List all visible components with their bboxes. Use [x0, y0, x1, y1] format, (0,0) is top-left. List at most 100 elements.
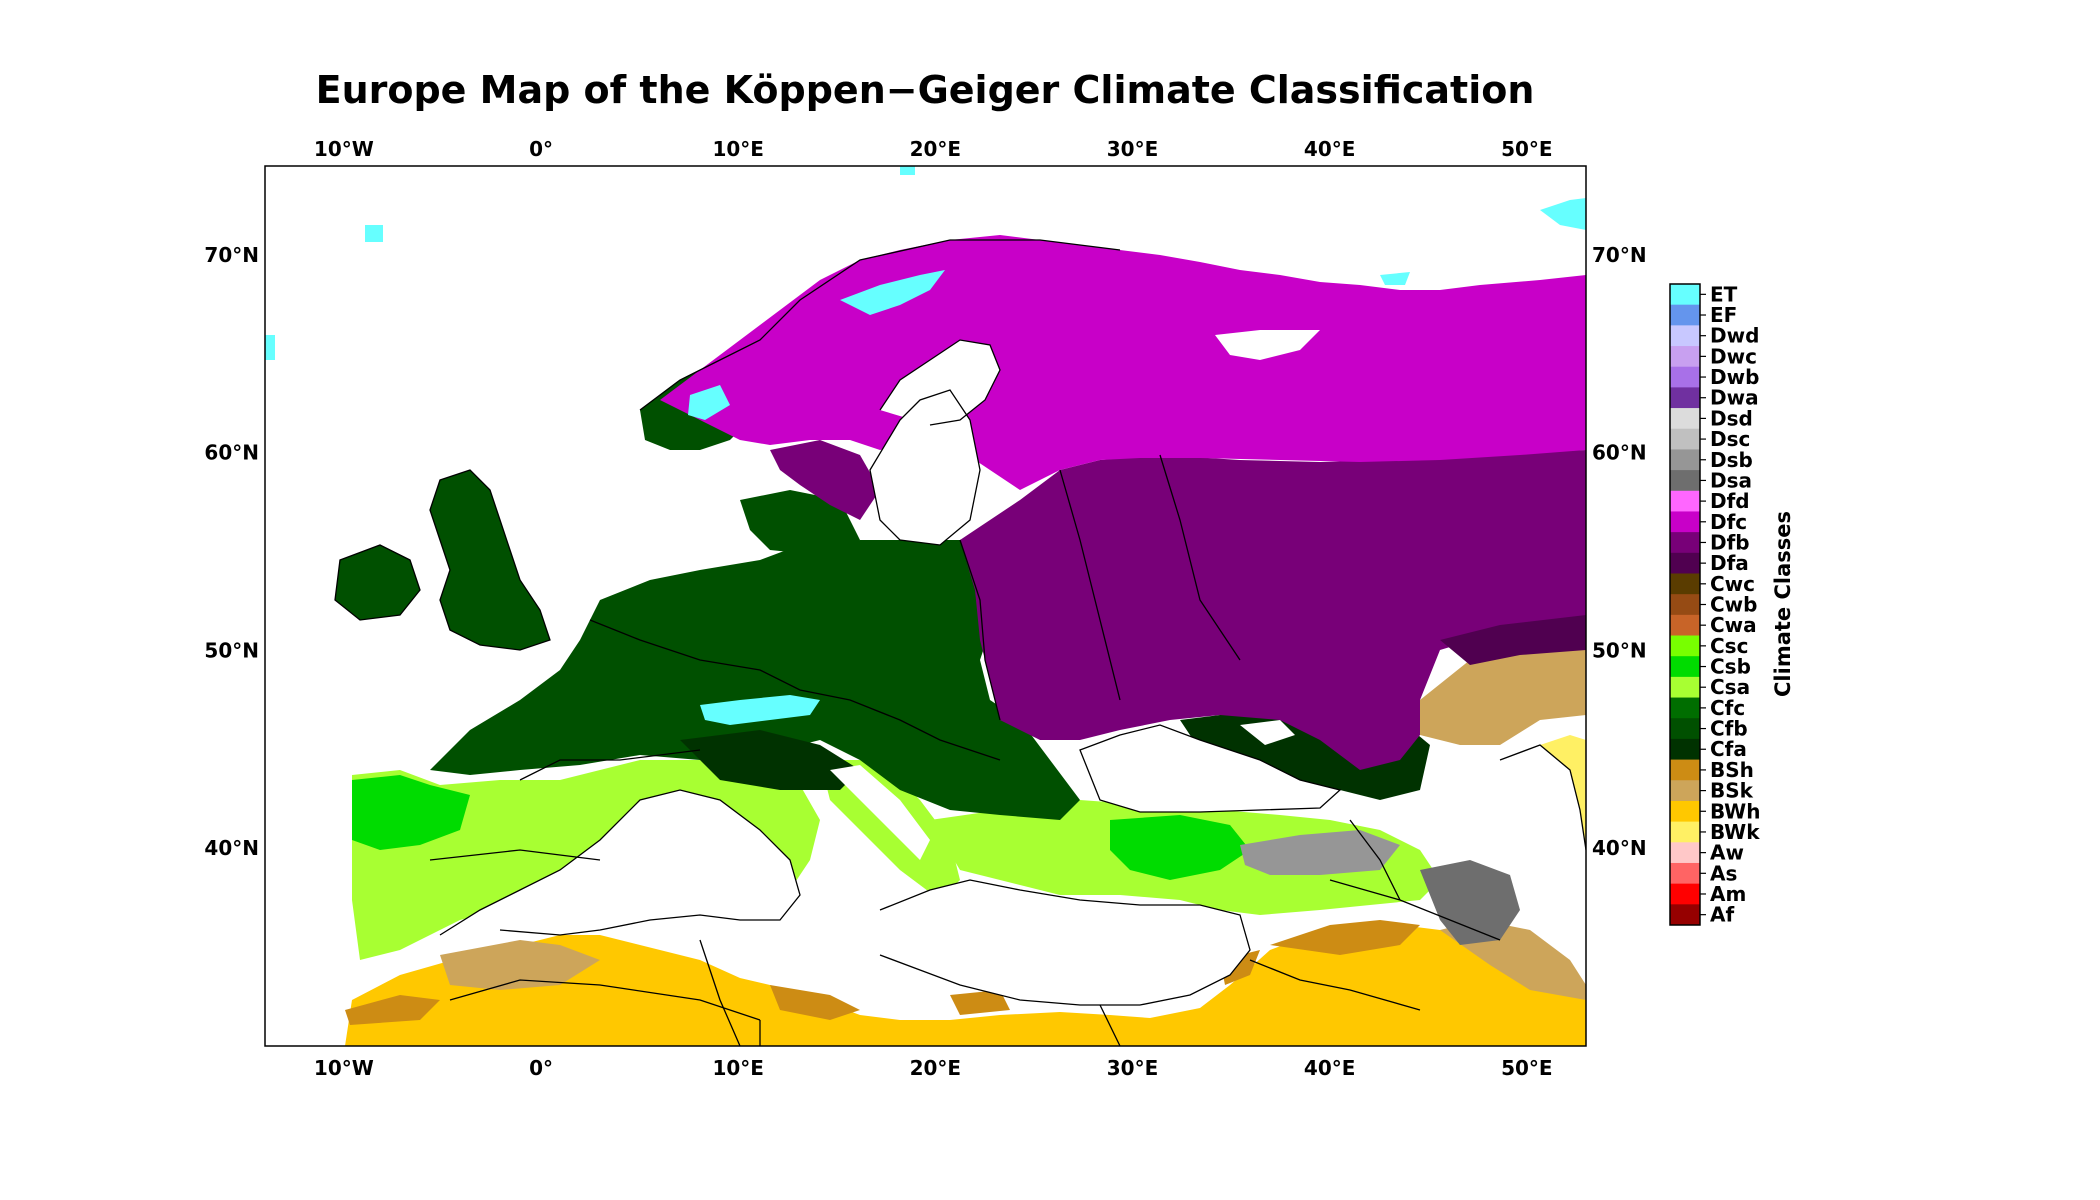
- colorbar-swatch-dwd: [1670, 325, 1700, 347]
- longitude-tick-label: 0°: [529, 1056, 553, 1080]
- colorbar-swatch-csc: [1670, 635, 1700, 657]
- colorbar-label: Dfb: [1710, 530, 1750, 554]
- longitude-tick-label: 10°W: [314, 137, 374, 161]
- colorbar-title: Climate Classes: [1771, 511, 1795, 697]
- colorbar-swatch-dwb: [1670, 366, 1700, 388]
- colorbar-label: BSk: [1710, 779, 1754, 803]
- colorbar-outline: [1669, 283, 1701, 926]
- region-bsh-patch: [1270, 920, 1420, 955]
- black-sea: [1080, 725, 1340, 812]
- longitude-tick-label: 10°E: [712, 137, 764, 161]
- longitude-tick-label: 20°E: [910, 1056, 962, 1080]
- map-title: Europe Map of the Köppen−Geiger Climate …: [315, 68, 1535, 112]
- colorbar-label: Csa: [1710, 675, 1750, 699]
- longitude-tick-label: 30°E: [1107, 137, 1159, 161]
- gulf-of-bothnia: [880, 340, 1000, 425]
- longitude-tick-label: 30°E: [1107, 1056, 1159, 1080]
- colorbar-label: Cwa: [1710, 613, 1757, 637]
- colorbar-label: Dfc: [1710, 510, 1747, 534]
- region-bsk-patch: [1420, 650, 1586, 745]
- border-lines: [334, 239, 1586, 1046]
- region-dsb-highlands: [1240, 830, 1400, 875]
- longitude-tick-label: 40°E: [1304, 137, 1356, 161]
- sea-of-azov: [1240, 720, 1295, 745]
- region-et-svalbard-edge: [900, 166, 915, 175]
- latitude-tick-label: 60°N: [1592, 441, 1647, 465]
- latitude-ticks-right: 70°N 60°N 50°N 40°N: [1592, 243, 1647, 860]
- mediterranean-west: [440, 790, 800, 935]
- longitude-tick-label: 40°E: [1304, 1056, 1356, 1080]
- colorbar-label: Cfb: [1710, 717, 1748, 741]
- adriatic-sea: [830, 765, 930, 860]
- colorbar-label: Af: [1710, 903, 1734, 927]
- colorbar-swatch-dfc: [1670, 511, 1700, 533]
- region-csb-anatolia: [1110, 815, 1250, 880]
- latitude-tick-label: 50°N: [1592, 638, 1647, 662]
- colorbar-label: Dwa: [1710, 386, 1759, 410]
- region-et-alps: [700, 695, 820, 725]
- colorbar-swatch-bsk: [1670, 780, 1700, 802]
- longitude-tick-label: 10°W: [314, 1056, 374, 1080]
- region-bsk-patch: [440, 940, 600, 990]
- mediterranean-east: [860, 880, 1250, 1005]
- colorbar-label: ET: [1710, 282, 1738, 306]
- colorbar-swatch-csb: [1670, 656, 1700, 678]
- longitude-tick-label: 50°E: [1501, 137, 1553, 161]
- colorbar-swatch-dsb: [1670, 449, 1700, 471]
- colorbar-label: Dfa: [1710, 551, 1749, 575]
- bay-of-biscay: [420, 650, 560, 700]
- colorbar-label: Dwb: [1710, 365, 1759, 389]
- longitude-tick-label: 0°: [529, 137, 553, 161]
- region-et-arctic-island: [1540, 198, 1586, 230]
- colorbar-label: Cfa: [1710, 737, 1747, 761]
- colorbar: ETEFDwdDwcDwbDwaDsdDscDsbDsaDfdDfcDfbDfa…: [1669, 282, 1760, 927]
- latitude-tick-label: 50°N: [204, 638, 259, 662]
- region-cfb-great-britain: [430, 470, 550, 650]
- colorbar-swatch-dsd: [1670, 408, 1700, 430]
- colorbar-swatch-af: [1670, 904, 1700, 926]
- colorbar-label: BWk: [1710, 820, 1760, 844]
- region-bsh-patch: [950, 990, 1010, 1015]
- latitude-tick-label: 70°N: [204, 243, 259, 267]
- colorbar-swatch-et: [1670, 284, 1700, 306]
- region-dfb-eastern-europe: [960, 450, 1586, 770]
- colorbar-swatch-ef: [1670, 304, 1700, 326]
- latitude-tick-label: 40°N: [1592, 836, 1647, 860]
- colorbar-label: Cwc: [1710, 572, 1755, 596]
- white-sea: [1215, 330, 1320, 360]
- region-cfa-balkans: [680, 730, 860, 790]
- region-et-iceland-edge: [265, 335, 275, 360]
- colorbar-label: Csb: [1710, 655, 1751, 679]
- region-bwh-north-africa: [345, 925, 1586, 1046]
- colorbar-label: Dsd: [1710, 406, 1753, 430]
- colorbar-swatch-dfa: [1670, 552, 1700, 574]
- region-bsh-patch: [770, 985, 860, 1020]
- colorbar-swatch-cwb: [1670, 594, 1700, 616]
- colorbar-label: As: [1710, 861, 1737, 885]
- colorbar-label: Dsa: [1710, 468, 1752, 492]
- colorbar-swatch-cfc: [1670, 697, 1700, 719]
- north-sea: [550, 455, 740, 600]
- region-et-jan-mayen: [365, 225, 383, 242]
- colorbar-label: Dwc: [1710, 344, 1757, 368]
- colorbar-swatch-bwk: [1670, 821, 1700, 843]
- latitude-ticks-left: 70°N 60°N 50°N 40°N: [204, 243, 259, 860]
- longitude-tick-label: 10°E: [712, 1056, 764, 1080]
- colorbar-label: Dsb: [1710, 448, 1753, 472]
- colorbar-label: Dwd: [1710, 324, 1759, 348]
- colorbar-swatch-dfb: [1670, 532, 1700, 554]
- colorbar-label: Cwb: [1710, 593, 1757, 617]
- region-cfb-scandinavia-south: [740, 490, 860, 555]
- map-area: [265, 166, 1586, 1046]
- colorbar-swatch-cfb: [1670, 718, 1700, 740]
- region-et-arctic-patch: [1380, 272, 1410, 285]
- colorbar-swatch-am: [1670, 883, 1700, 905]
- region-csb-iberia: [352, 775, 470, 850]
- colorbar-label: Dfd: [1710, 489, 1750, 513]
- caspian-sea: [1500, 745, 1586, 910]
- colorbar-swatch-cwa: [1670, 614, 1700, 637]
- colorbar-label: Csc: [1710, 634, 1748, 658]
- colorbar-swatch-aw: [1670, 842, 1700, 864]
- colorbar-swatch-as: [1670, 862, 1700, 885]
- region-et-norway-mountains: [840, 270, 945, 315]
